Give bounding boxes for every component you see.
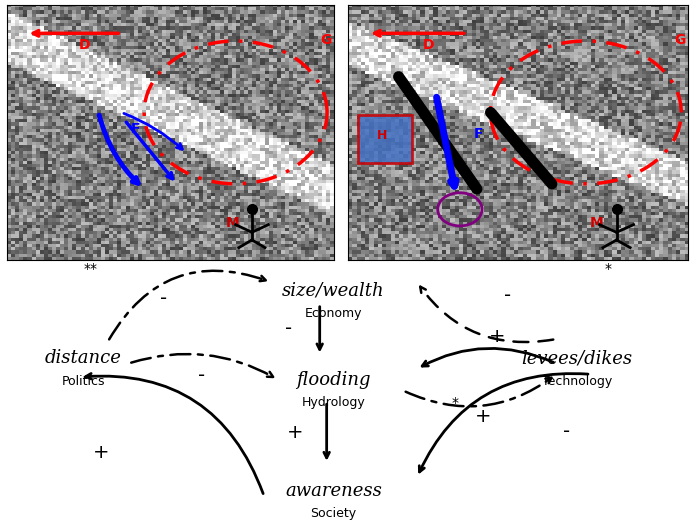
Text: *: *: [605, 261, 612, 276]
Text: -: -: [563, 422, 570, 441]
Text: H: H: [377, 129, 387, 142]
Text: *: *: [452, 396, 459, 410]
Text: awareness: awareness: [285, 482, 382, 500]
Text: F: F: [473, 127, 483, 141]
Text: -: -: [504, 286, 511, 305]
Text: -: -: [285, 319, 292, 338]
Text: Hydrology: Hydrology: [302, 396, 366, 409]
Text: levees/dikes: levees/dikes: [521, 349, 632, 367]
Text: D: D: [423, 38, 434, 52]
Text: M: M: [226, 216, 240, 230]
Text: Technology: Technology: [541, 375, 612, 388]
Text: M: M: [589, 216, 603, 230]
Bar: [358, 115, 412, 164]
Text: F: F: [131, 122, 140, 136]
Text: flooding: flooding: [296, 371, 371, 389]
Text: G: G: [320, 33, 332, 46]
Text: -: -: [198, 366, 205, 385]
Text: +: +: [475, 407, 491, 426]
Text: D: D: [79, 38, 90, 52]
Text: **: **: [83, 261, 97, 276]
Text: G: G: [674, 33, 686, 46]
Text: +: +: [92, 443, 109, 462]
Text: distance: distance: [45, 349, 122, 367]
Text: Economy: Economy: [305, 307, 362, 320]
Text: +: +: [287, 423, 304, 442]
Text: -: -: [160, 289, 167, 308]
Text: Society: Society: [311, 507, 357, 520]
Text: Politics: Politics: [62, 375, 105, 388]
Text: +: +: [489, 327, 505, 346]
Text: size/wealth: size/wealth: [282, 281, 385, 299]
